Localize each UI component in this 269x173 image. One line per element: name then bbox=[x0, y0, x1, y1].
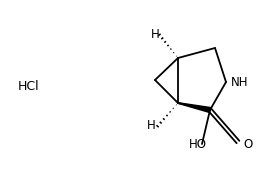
Polygon shape bbox=[178, 103, 211, 112]
Text: HO: HO bbox=[189, 138, 207, 151]
Text: HCl: HCl bbox=[18, 80, 40, 93]
Text: O: O bbox=[243, 139, 252, 152]
Text: H: H bbox=[147, 119, 155, 132]
Text: NH: NH bbox=[231, 75, 249, 89]
Text: H: H bbox=[151, 28, 159, 41]
